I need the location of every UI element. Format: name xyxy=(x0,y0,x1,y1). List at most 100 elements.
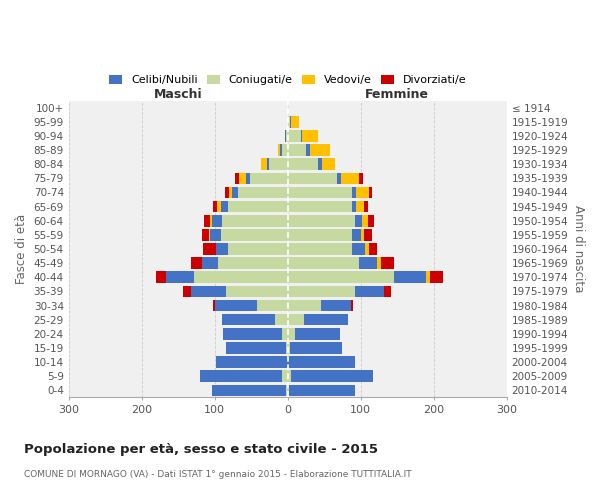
Bar xyxy=(285,130,286,142)
Bar xyxy=(211,229,221,240)
Text: Femmine: Femmine xyxy=(365,88,429,101)
Bar xyxy=(290,116,292,128)
Bar xyxy=(287,342,290,353)
Bar xyxy=(229,186,232,198)
Bar xyxy=(226,342,286,353)
Bar xyxy=(262,158,267,170)
Bar xyxy=(282,328,287,340)
Bar xyxy=(202,229,209,240)
Bar xyxy=(292,116,299,128)
Bar xyxy=(194,272,287,283)
Bar xyxy=(287,172,337,184)
Bar xyxy=(202,258,218,269)
Bar xyxy=(384,286,391,297)
Bar xyxy=(205,215,211,226)
Bar xyxy=(368,215,374,226)
Bar xyxy=(287,356,355,368)
Bar xyxy=(394,272,427,283)
Bar xyxy=(287,186,352,198)
Bar xyxy=(287,201,352,212)
Bar xyxy=(286,130,287,142)
Bar xyxy=(351,300,353,312)
Bar xyxy=(337,172,341,184)
Legend: Celibi/Nubili, Coniugati/e, Vedovi/e, Divorziati/e: Celibi/Nubili, Coniugati/e, Vedovi/e, Di… xyxy=(104,70,471,90)
Text: Popolazione per età, sesso e stato civile - 2015: Popolazione per età, sesso e stato civil… xyxy=(24,442,378,456)
Y-axis label: Fasce di età: Fasce di età xyxy=(15,214,28,284)
Bar xyxy=(275,314,287,326)
Bar xyxy=(427,272,430,283)
Bar xyxy=(287,144,306,156)
Bar xyxy=(286,384,287,396)
Bar xyxy=(216,356,287,368)
Bar xyxy=(381,258,394,269)
Bar xyxy=(228,243,287,255)
Bar xyxy=(430,272,443,283)
Bar xyxy=(287,243,352,255)
Bar xyxy=(295,328,340,340)
Bar xyxy=(225,186,229,198)
Bar xyxy=(221,201,228,212)
Bar xyxy=(304,314,347,326)
Bar xyxy=(287,258,359,269)
Bar xyxy=(218,258,287,269)
Bar xyxy=(362,215,368,226)
Bar xyxy=(222,215,287,226)
Bar xyxy=(287,286,355,297)
Bar xyxy=(232,186,238,198)
Bar xyxy=(352,201,356,212)
Bar xyxy=(217,201,221,212)
Bar xyxy=(292,370,373,382)
Bar xyxy=(364,201,368,212)
Bar xyxy=(287,215,355,226)
Bar xyxy=(191,286,226,297)
Bar xyxy=(216,243,228,255)
Bar xyxy=(359,258,377,269)
Bar xyxy=(280,144,282,156)
Bar xyxy=(287,116,290,128)
Bar xyxy=(361,229,364,240)
Bar xyxy=(269,158,287,170)
Bar xyxy=(306,144,310,156)
Bar xyxy=(278,144,280,156)
Bar xyxy=(213,300,215,312)
Bar xyxy=(287,300,320,312)
Bar xyxy=(200,370,282,382)
Bar xyxy=(287,384,289,396)
Bar xyxy=(369,243,377,255)
Bar xyxy=(287,158,319,170)
Bar xyxy=(246,172,250,184)
Bar xyxy=(212,384,286,396)
Bar xyxy=(355,215,362,226)
Bar xyxy=(377,258,381,269)
Bar xyxy=(223,328,282,340)
Bar xyxy=(228,201,287,212)
Bar xyxy=(286,342,287,353)
Bar xyxy=(287,370,292,382)
Y-axis label: Anni di nascita: Anni di nascita xyxy=(572,206,585,292)
Bar xyxy=(191,258,202,269)
Bar xyxy=(166,272,194,283)
Bar xyxy=(215,300,257,312)
Bar xyxy=(222,314,275,326)
Bar xyxy=(155,272,166,283)
Bar xyxy=(238,186,287,198)
Bar xyxy=(365,243,369,255)
Bar xyxy=(213,201,217,212)
Bar xyxy=(310,144,330,156)
Bar xyxy=(287,272,394,283)
Bar xyxy=(287,130,301,142)
Bar xyxy=(282,144,287,156)
Bar xyxy=(352,243,365,255)
Bar xyxy=(355,286,384,297)
Bar xyxy=(352,229,361,240)
Bar xyxy=(211,215,212,226)
Bar xyxy=(290,342,343,353)
Bar xyxy=(287,229,352,240)
Bar xyxy=(320,300,351,312)
Bar xyxy=(287,328,295,340)
Bar xyxy=(226,286,287,297)
Bar xyxy=(287,314,304,326)
Text: COMUNE DI MORNAGO (VA) - Dati ISTAT 1° gennaio 2015 - Elaborazione TUTTITALIA.IT: COMUNE DI MORNAGO (VA) - Dati ISTAT 1° g… xyxy=(24,470,412,479)
Bar xyxy=(322,158,335,170)
Bar xyxy=(289,384,355,396)
